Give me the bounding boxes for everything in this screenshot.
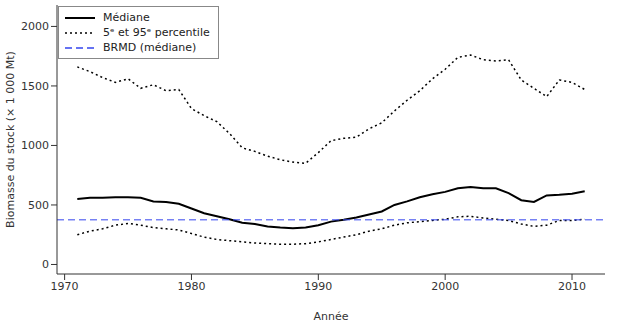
svg-text:Année: Année [313,310,348,323]
html-text:BRMD (médiane): BRMD (médiane) [103,41,197,54]
svg-text:0: 0 [42,258,49,271]
svg-text:1970: 1970 [51,280,79,293]
svg-text:2000: 2000 [21,20,49,33]
svg-text:Biomasse du stock (× 1 000 Mt): Biomasse du stock (× 1 000 Mt) [8,51,17,228]
svg-text:1500: 1500 [21,80,49,93]
svg-text:500: 500 [28,199,49,212]
svg-text:2000: 2000 [431,280,459,293]
svg-text:2010: 2010 [558,280,586,293]
svg-text:1980: 1980 [177,280,205,293]
html-text:Médiane: Médiane [103,11,150,24]
svg-text:1990: 1990 [304,280,332,293]
svg-text:1000: 1000 [21,139,49,152]
html-text:5ᵉ et 95ᵉ percentile: 5ᵉ et 95ᵉ percentile [103,26,210,39]
